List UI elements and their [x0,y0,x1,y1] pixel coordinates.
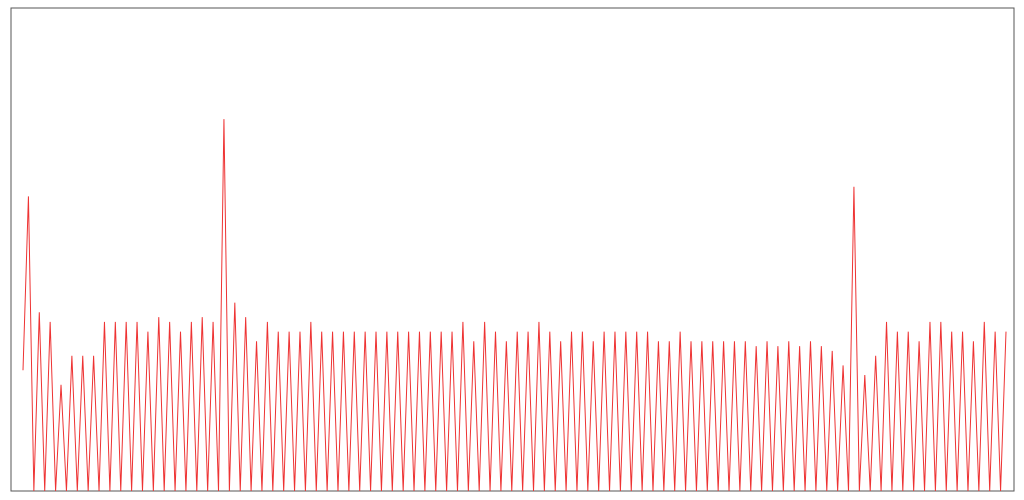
series-layer [22,119,1007,492]
series-line-0 [22,119,1007,492]
